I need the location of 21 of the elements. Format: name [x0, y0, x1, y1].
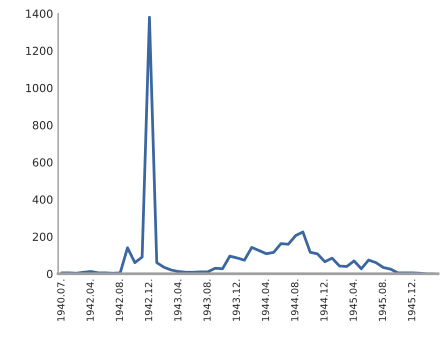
x-tick-label: 1945.04.: [350, 280, 357, 321]
y-tick-label: 400: [32, 195, 53, 204]
x-tick-label: 1942.12.: [144, 280, 152, 321]
x-tick-label: 1943.12.: [232, 280, 240, 321]
x-tick-label: 1943.04.: [174, 280, 182, 321]
x-tick-label: 1944.04.: [262, 280, 270, 321]
x-tick-label: 1944.08.: [291, 280, 298, 321]
y-tick-label: 1200: [26, 46, 53, 56]
y-tick-label: 0: [46, 270, 53, 278]
y-tick-label: 1400: [26, 9, 53, 18]
y-tick-label: 600: [32, 158, 53, 167]
y-tick-label: 200: [32, 232, 53, 241]
x-tick-label: 1942.04.: [86, 280, 94, 321]
x-tick-label: 1943.08.: [203, 280, 211, 321]
x-tick-label: 1944.12.: [320, 280, 328, 321]
y-tick-label: 800: [32, 121, 53, 130]
x-tick-label: 1942.08.: [116, 280, 124, 321]
x-tick-label: 1940.07.: [57, 280, 65, 321]
x-tick-label: 1945.08.: [378, 280, 386, 321]
y-tick-label: 1000: [26, 84, 53, 92]
x-tick-label: 1945.12.: [408, 280, 416, 321]
